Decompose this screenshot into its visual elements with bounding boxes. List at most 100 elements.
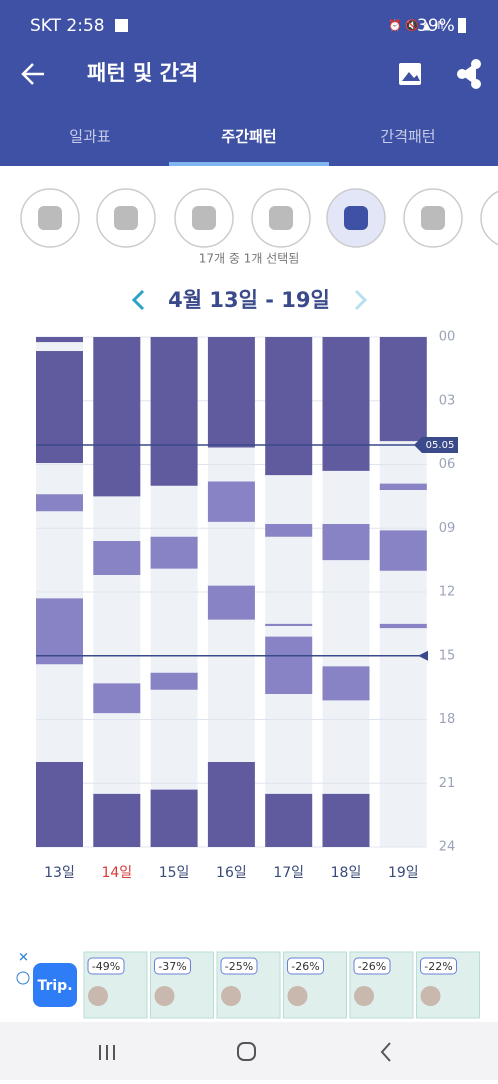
ad-photo bbox=[154, 986, 175, 1006]
filter-icon[interactable] bbox=[251, 188, 311, 248]
ad-photo bbox=[221, 986, 241, 1006]
image-button[interactable] bbox=[399, 63, 421, 85]
nav-recent[interactable] bbox=[99, 1045, 115, 1060]
y-tick-label: 09 bbox=[439, 521, 456, 536]
x-tick-label: 15일 bbox=[159, 865, 190, 881]
filter-icon[interactable] bbox=[480, 189, 498, 247]
sleep-bar bbox=[150, 672, 198, 690]
x-tick-label: 16일 bbox=[216, 865, 247, 881]
prev-week[interactable] bbox=[131, 289, 145, 311]
sleep-bar bbox=[36, 762, 83, 847]
sleep-bar bbox=[207, 762, 255, 847]
status-icons: ⏰ 🔇 ▲ ıll bbox=[388, 18, 444, 32]
ad-info[interactable] bbox=[16, 971, 30, 985]
sleep-bar bbox=[207, 481, 255, 522]
y-tick-label: 21 bbox=[439, 776, 456, 791]
filter-icon[interactable] bbox=[326, 188, 386, 248]
ad-close[interactable]: ✕ bbox=[18, 951, 29, 966]
sleep-bar bbox=[93, 337, 141, 497]
nav-home[interactable] bbox=[237, 1042, 256, 1061]
y-tick-label: 00 bbox=[439, 330, 456, 345]
next-week[interactable] bbox=[354, 289, 368, 311]
battery-icon bbox=[458, 18, 466, 33]
ad-photo bbox=[354, 986, 374, 1006]
ad-badge bbox=[154, 957, 191, 975]
sleep-bar bbox=[93, 793, 141, 847]
ad-discount: -37% bbox=[158, 960, 186, 973]
nav-bar bbox=[0, 1022, 498, 1080]
week-title: 4월 13일 - 19일 bbox=[168, 288, 330, 312]
sleep-bar bbox=[265, 524, 313, 537]
y-tick-label: 06 bbox=[439, 457, 456, 472]
sleep-bar bbox=[207, 337, 255, 448]
tab[interactable]: 일과표 bbox=[69, 128, 111, 146]
nav-back[interactable] bbox=[380, 1042, 391, 1062]
status-time: SKT 2:58 bbox=[30, 16, 105, 36]
ad-badge bbox=[87, 957, 125, 975]
ad-discount: -49% bbox=[92, 960, 120, 973]
sleep-bar bbox=[36, 351, 83, 464]
back-button[interactable] bbox=[21, 63, 44, 85]
y-tick-label: 15 bbox=[439, 648, 456, 663]
y-tick-label: 03 bbox=[439, 393, 456, 408]
reference-marker bbox=[414, 437, 458, 454]
filter-icon[interactable] bbox=[96, 188, 156, 248]
ad-badge bbox=[420, 957, 457, 975]
tab-active[interactable]: 주간패턴 bbox=[221, 128, 276, 146]
filter-icon[interactable] bbox=[174, 188, 234, 248]
y-tick-label: 12 bbox=[439, 585, 456, 600]
sleep-bar bbox=[265, 793, 313, 847]
ad-badge bbox=[287, 957, 324, 975]
tab-indicator bbox=[169, 162, 329, 166]
ad-photo bbox=[420, 986, 441, 1006]
filter-icon[interactable] bbox=[20, 188, 80, 248]
sleep-bar bbox=[207, 585, 255, 620]
tab[interactable]: 간격패턴 bbox=[380, 128, 435, 146]
sleep-bar bbox=[150, 536, 198, 569]
icon-glyph bbox=[114, 206, 138, 230]
x-tick-label: 19일 bbox=[388, 865, 419, 881]
sleep-bar bbox=[265, 636, 313, 694]
sleep-bar bbox=[36, 598, 83, 665]
sleep-bar bbox=[265, 337, 313, 476]
sleep-bar bbox=[150, 337, 198, 486]
sleep-bar bbox=[379, 530, 427, 571]
status-icon bbox=[115, 19, 128, 32]
ad-badge bbox=[220, 957, 258, 975]
ad-discount: -26% bbox=[291, 960, 319, 973]
filter-icon[interactable] bbox=[403, 188, 463, 248]
icon-glyph bbox=[421, 206, 445, 230]
filter-icons bbox=[20, 188, 498, 248]
reference-marker bbox=[418, 650, 428, 661]
sleep-bar bbox=[379, 623, 427, 629]
chart: 00 03 06 09 12 15 18 21 24 05.05 13일 14일 15일 16일 17일 18… bbox=[36, 330, 458, 881]
app-title: 패턴 및 간격 bbox=[87, 61, 198, 85]
sleep-bar bbox=[322, 793, 370, 847]
sleep-bar bbox=[93, 683, 141, 714]
status-battery: 39% bbox=[417, 16, 455, 36]
sleep-bar bbox=[322, 666, 370, 701]
icon-glyph bbox=[192, 206, 216, 230]
x-tick-label: 18일 bbox=[331, 865, 362, 881]
filter-text: 17개 중 1개 선택됨 bbox=[199, 252, 300, 266]
x-tick-label: 17일 bbox=[273, 865, 304, 881]
sleep-bar bbox=[379, 337, 427, 442]
ad-badge bbox=[353, 957, 391, 975]
ad-cards: -49% -37% -25% -26% -26% -22% bbox=[83, 951, 480, 1019]
sleep-bar bbox=[322, 524, 370, 561]
reference-label: 05.05 bbox=[426, 440, 455, 451]
icon-glyph bbox=[344, 206, 368, 230]
ad-logo bbox=[33, 963, 77, 1007]
sleep-bar bbox=[150, 789, 198, 847]
ad-photo bbox=[88, 986, 108, 1006]
sleep-bar bbox=[93, 541, 141, 575]
ad-discount: -25% bbox=[225, 960, 253, 973]
x-tick-label: 14일 bbox=[101, 865, 132, 881]
icon-glyph bbox=[38, 206, 62, 230]
x-tick-label: 13일 bbox=[44, 865, 75, 881]
share-button[interactable] bbox=[457, 59, 481, 89]
y-tick-label: 24 bbox=[439, 840, 456, 855]
sleep-bar bbox=[265, 623, 313, 626]
icon-glyph bbox=[269, 206, 293, 230]
